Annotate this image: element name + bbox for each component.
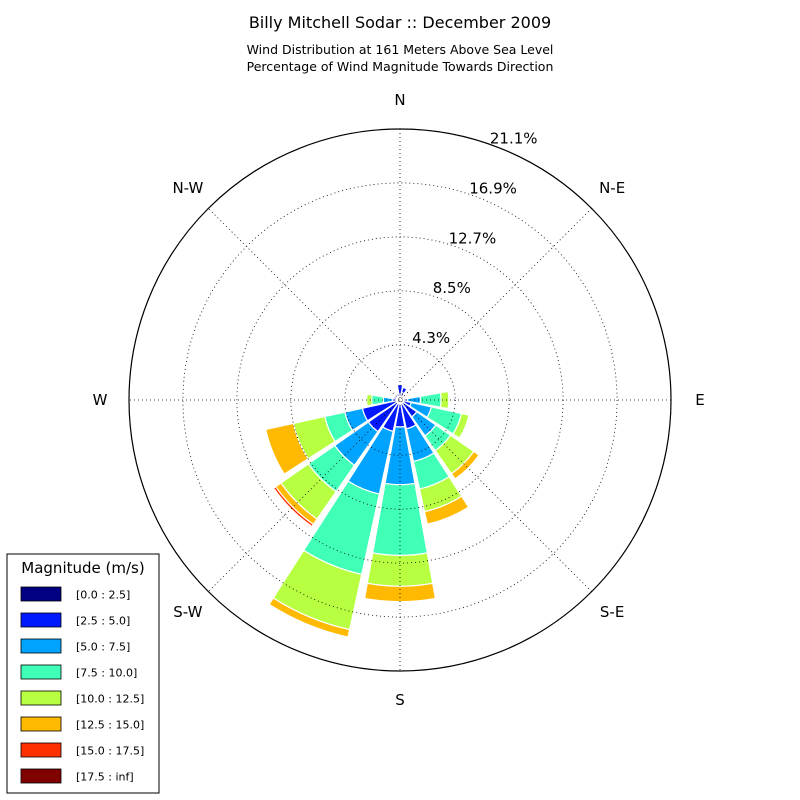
chart-subtitle-line-1: Wind Distribution at 161 Meters Above Se… xyxy=(247,42,554,57)
bar-ese-bin-4 xyxy=(452,412,470,439)
direction-label-n: N xyxy=(394,91,405,109)
outer-ring xyxy=(128,128,672,672)
bar-s-bin-5 xyxy=(363,582,437,603)
legend-label-4: [10.0 : 12.5] xyxy=(76,693,144,706)
bar-nnw-bin-1 xyxy=(395,393,400,398)
direction-label-n-e: N-E xyxy=(599,179,625,197)
direction-label-w: W xyxy=(93,391,108,409)
polar-grid xyxy=(128,128,672,672)
bar-ssw-bin-5 xyxy=(268,597,351,638)
chart-subtitle-line-2: Percentage of Wind Magnitude Towards Dir… xyxy=(247,59,554,74)
grid-ring-0 xyxy=(344,344,456,456)
radial-tick-label-1: 8.5% xyxy=(433,279,471,297)
legend-swatch-5 xyxy=(20,716,62,732)
bar-sw-bin-6 xyxy=(272,485,315,528)
direction-label-s-e: S-E xyxy=(600,603,624,621)
legend-swatch-2 xyxy=(20,638,62,654)
bar-wsw-bin-5 xyxy=(265,422,309,475)
radial-tick-label-2: 12.7% xyxy=(449,229,497,247)
bar-s-bin-3 xyxy=(371,482,429,557)
legend-swatch-3 xyxy=(20,664,62,680)
legend-label-0: [0.0 : 2.5] xyxy=(76,589,130,602)
legend-swatch-1 xyxy=(20,612,62,628)
legend-label-7: [17.5 : inf] xyxy=(76,771,134,784)
bar-nne-bin-1 xyxy=(400,386,408,395)
legend-label-5: [12.5 : 15.0] xyxy=(76,719,144,732)
bar-w-bin-2 xyxy=(382,396,394,404)
radial-tick-label-3: 16.9% xyxy=(469,179,517,197)
legend-label-6: [15.0 : 17.5] xyxy=(76,745,144,758)
direction-label-s: S xyxy=(395,691,405,709)
wind-bars xyxy=(265,383,480,638)
chart-title: Billy Mitchell Sodar :: December 2009 xyxy=(249,13,551,32)
direction-label-n-w: N-W xyxy=(172,179,203,197)
legend-label-1: [2.5 : 5.0] xyxy=(76,615,130,628)
radial-tick-label-4: 21.1% xyxy=(490,130,538,148)
bar-w-bin-4 xyxy=(366,393,373,407)
axis-labels: N N-E E S-E S S-W W N-W 4.3% 8.5% 12.7% 16.9% 21.1% xyxy=(93,91,705,709)
legend-swatch-4 xyxy=(20,690,62,706)
legend-swatch-0 xyxy=(20,586,62,602)
legend-label-2: [5.0 : 7.5] xyxy=(76,641,130,654)
radial-tick-label-0: 4.3% xyxy=(412,329,450,347)
legend-label-3: [7.5 : 10.0] xyxy=(76,667,137,680)
bar-sse-bin-5 xyxy=(423,495,470,525)
legend-swatch-7 xyxy=(20,768,62,784)
bar-w-bin-3 xyxy=(371,394,385,406)
bar-e-bin-4 xyxy=(439,390,450,410)
bar-wnw-bin-3 xyxy=(391,395,396,400)
grid-ring-2 xyxy=(236,236,564,564)
direction-label-s-w: S-W xyxy=(173,603,202,621)
legend-title: Magnitude (m/s) xyxy=(21,559,144,577)
direction-label-e: E xyxy=(695,391,704,409)
legend-swatch-6 xyxy=(20,742,62,758)
legend: Magnitude (m/s) [0.0 : 2.5] [2.5 : 5.0] [5.… xyxy=(6,553,160,794)
bar-se-bin-5 xyxy=(450,450,480,480)
